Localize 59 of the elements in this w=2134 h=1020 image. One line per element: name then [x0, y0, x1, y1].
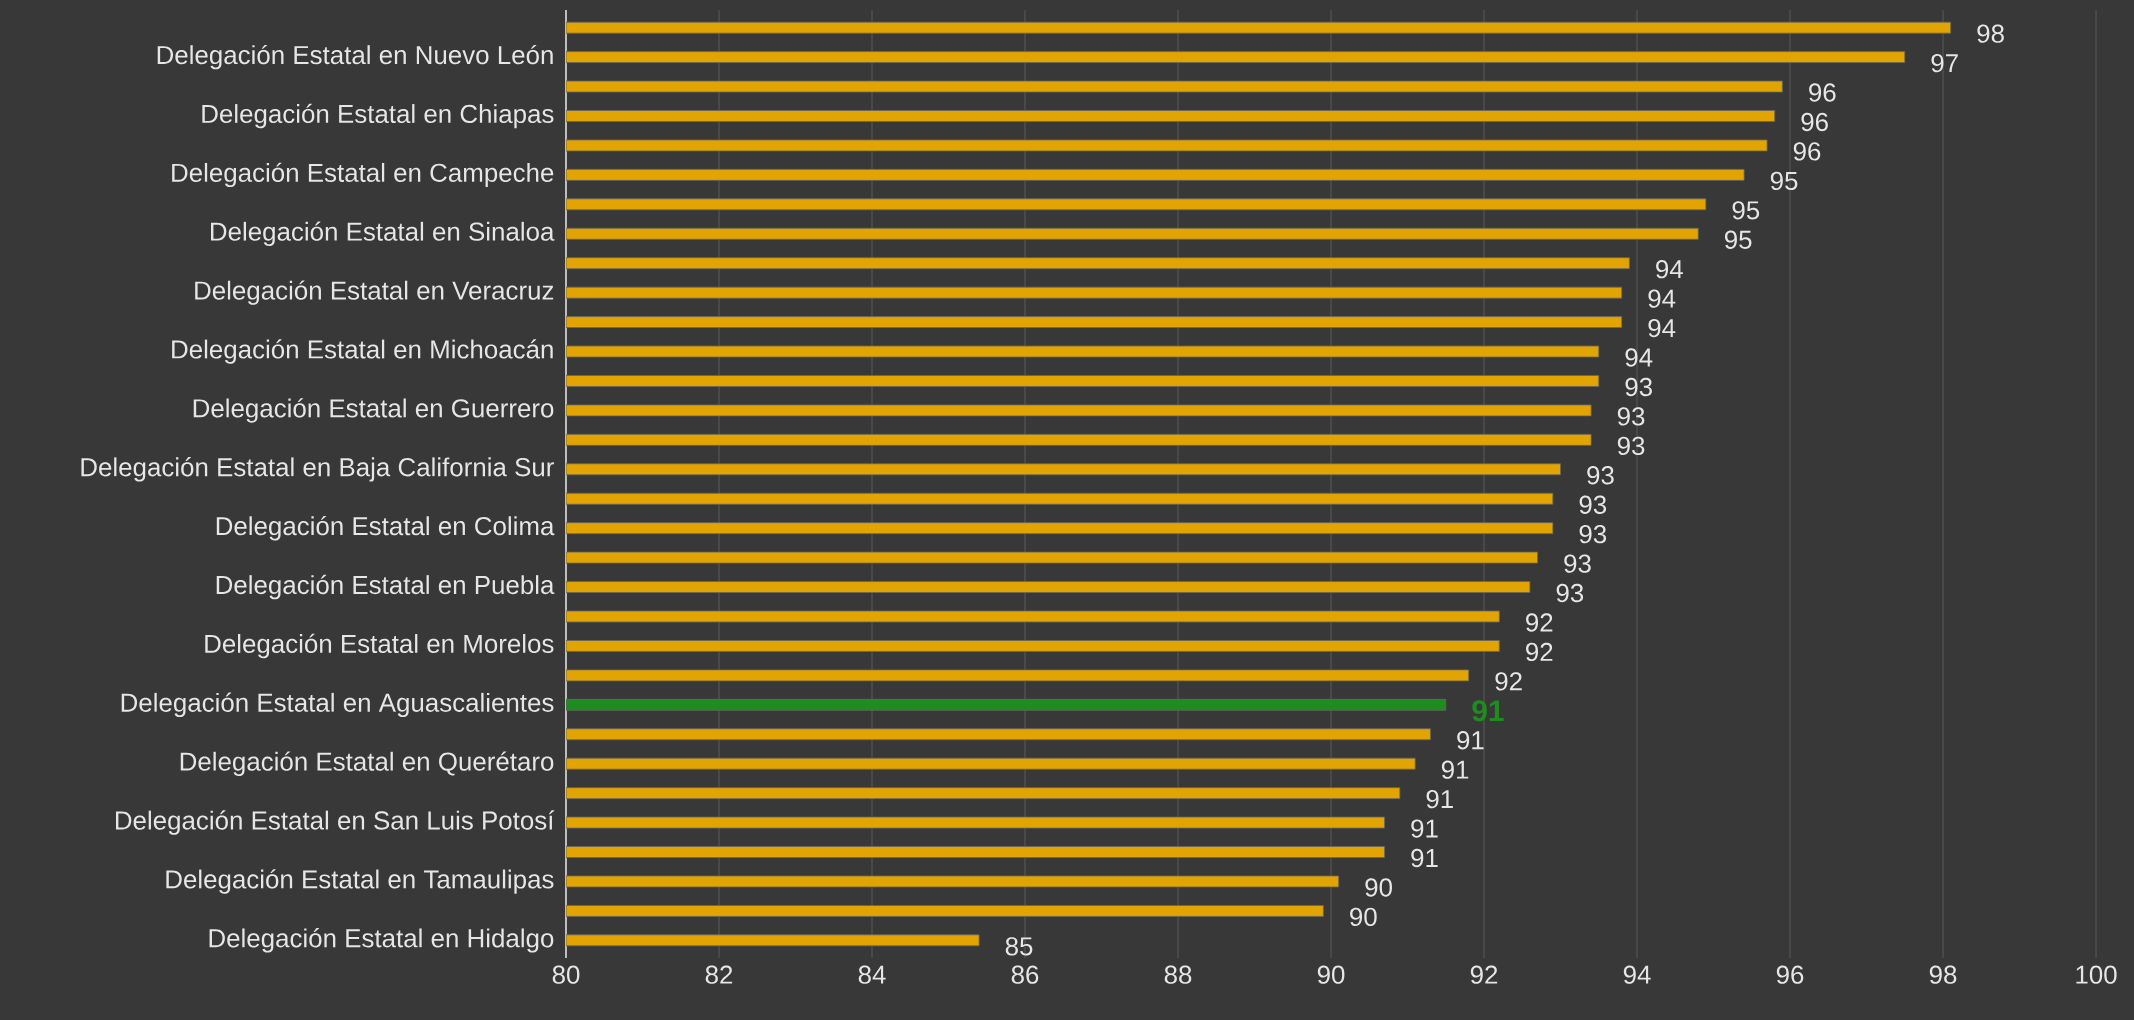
x-tick-label: 98 — [1929, 965, 1957, 984]
y-tick-label: Delegación Estatal en Sinaloa — [211, 221, 555, 246]
x-tick-label: 88 — [1164, 965, 1192, 984]
data-label: 90 — [1365, 878, 1392, 897]
y-tick-label: Delegación Estatal en Baja California Sur — [81, 457, 554, 482]
data-label: 96 — [1801, 112, 1828, 132]
data-label: 85 — [1005, 937, 1033, 956]
y-tick-label: Delegación Estatal en Chiapas — [202, 103, 554, 129]
x-tick-label: 100 — [2076, 965, 2117, 984]
data-label: 93 — [1617, 407, 1645, 426]
y-tick-label: Delegación Estatal en San Luis Potosí — [115, 810, 555, 835]
x-tick-label: 96 — [1776, 965, 1804, 984]
y-tick-label: Delegación Estatal en Morelos — [205, 633, 554, 659]
data-label: 91 — [1441, 760, 1469, 779]
data-label: 95 — [1732, 201, 1760, 220]
y-tick-label: Delegación Estatal en Campeche — [172, 162, 554, 188]
y-tick-label: Delegación Estatal en Guerrero — [193, 398, 554, 423]
y-tick-label: Delegación Estatal en Puebla — [216, 574, 555, 600]
data-label: 94 — [1648, 289, 1676, 308]
data-label: 96 — [1793, 142, 1821, 161]
data-label: 96 — [1809, 83, 1836, 102]
data-label: 98 — [1977, 24, 2004, 43]
data-label: 93 — [1579, 524, 1607, 544]
data-label: 91 — [1411, 819, 1438, 838]
x-tick-label: 94 — [1623, 965, 1651, 984]
x-tick-label: 84 — [858, 965, 886, 984]
data-label: 91 — [1472, 700, 1504, 722]
y-tick-label: Delegación Estatal en Nuevo León — [157, 44, 553, 70]
data-label: 91 — [1426, 789, 1453, 809]
x-tick-label: 82 — [705, 965, 733, 984]
data-label: 97 — [1931, 53, 1958, 73]
data-label: 91 — [1457, 731, 1484, 750]
data-label: 93 — [1556, 583, 1584, 603]
x-tick-label: 90 — [1317, 965, 1345, 984]
x-tick-label: 86 — [1011, 965, 1039, 984]
data-label: 90 — [1350, 907, 1377, 927]
data-label: 93 — [1564, 554, 1591, 573]
x-tick-label: 80 — [552, 965, 580, 984]
y-tick-label: Delegación Estatal en Colima — [216, 515, 555, 541]
x-tick-label: 92 — [1470, 965, 1498, 984]
data-label: 93 — [1587, 466, 1614, 485]
data-label: 91 — [1411, 848, 1438, 868]
y-tick-label: Delegación Estatal en Veracruz — [195, 280, 554, 305]
data-label: 92 — [1526, 613, 1553, 632]
y-tick-label: Delegación Estatal en Michoacán — [172, 339, 553, 364]
data-label: 93 — [1625, 377, 1652, 397]
y-tick-label: Delegación Estatal en Querétaro — [180, 751, 554, 776]
data-label: 93 — [1617, 436, 1645, 456]
data-label: 94 — [1625, 348, 1653, 367]
data-label: 92 — [1495, 672, 1522, 691]
y-tick-label: Delegación Estatal en Tamaulipas — [166, 869, 554, 894]
data-label: 95 — [1724, 230, 1752, 249]
data-label: 93 — [1579, 495, 1607, 514]
data-label: 94 — [1656, 260, 1683, 279]
data-label: 95 — [1770, 171, 1798, 191]
y-tick-label: Delegación Estatal en Hidalgo — [209, 928, 554, 953]
data-label: 92 — [1526, 642, 1553, 662]
data-label: 94 — [1648, 318, 1676, 338]
y-tick-label: Delegación Estatal en Aguascalientes — [121, 692, 554, 718]
